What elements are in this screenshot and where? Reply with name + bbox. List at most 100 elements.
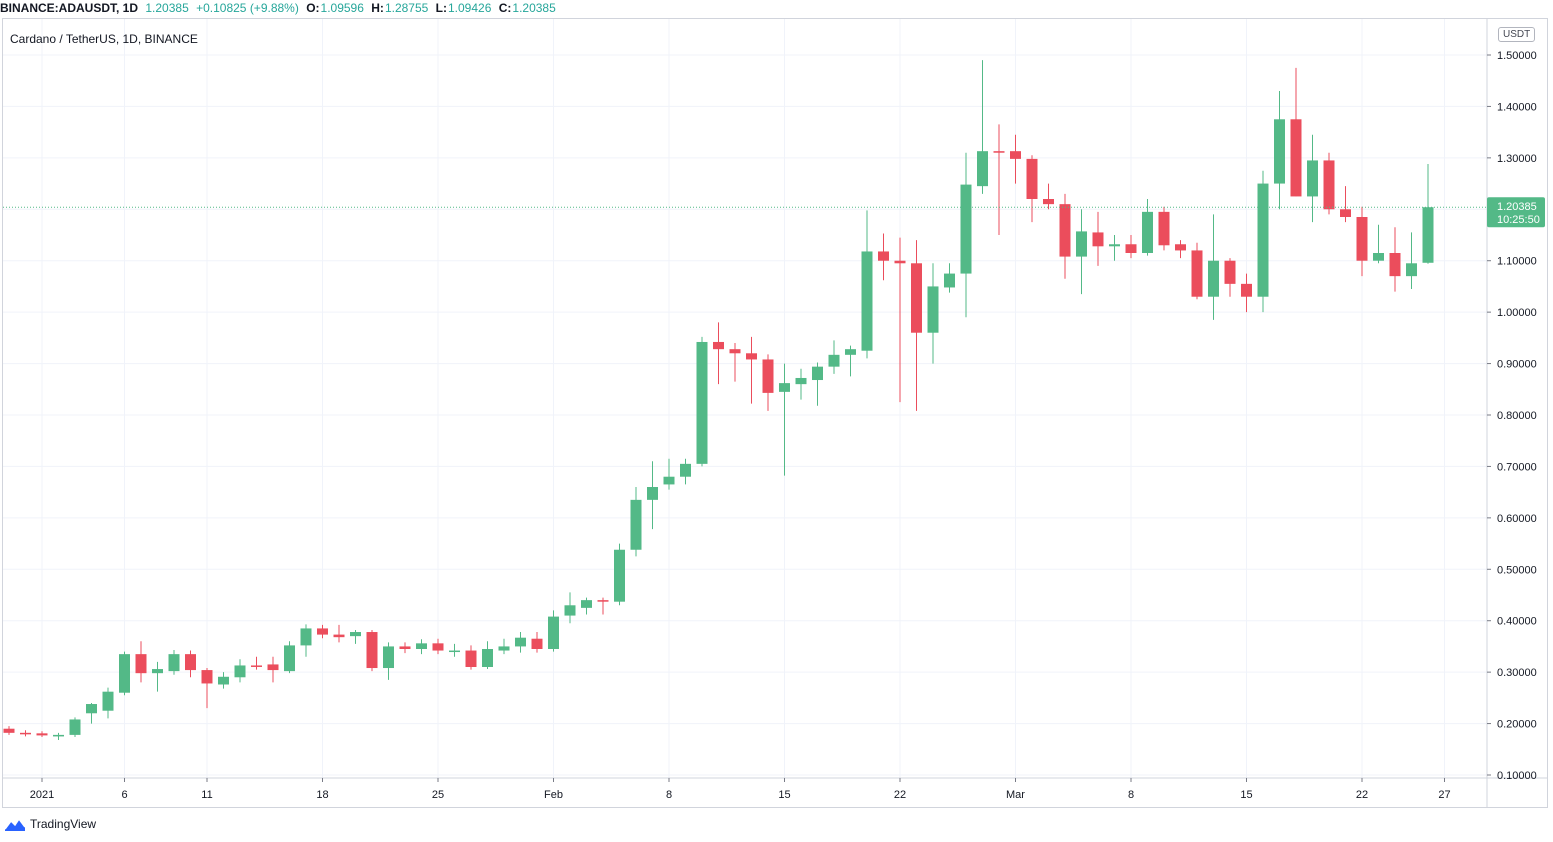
y-tick-label: 1.50000 (1497, 50, 1537, 62)
grid-lines (3, 19, 1487, 778)
candle-up (977, 151, 988, 187)
y-tick-label: 1.10000 (1497, 256, 1537, 268)
candle-up (795, 377, 807, 385)
y-tick-label: 0.30000 (1497, 667, 1537, 679)
candle-up (1257, 183, 1269, 297)
candle-down (993, 151, 1005, 153)
candle-down (333, 634, 345, 638)
candle-up (1109, 244, 1120, 247)
y-tick-label: 0.10000 (1497, 770, 1537, 782)
x-tick-label: 8 (666, 789, 672, 801)
candle-down (1241, 283, 1252, 297)
candle-up (1142, 211, 1153, 253)
candle-up (680, 463, 691, 477)
candle-up (564, 605, 576, 616)
y-tick-label: 0.90000 (1497, 359, 1537, 371)
candle-down (1389, 253, 1401, 277)
last-price-tag (1487, 197, 1545, 228)
low-label: L: (435, 1, 447, 15)
candle-down (878, 251, 889, 261)
candle-up (845, 349, 856, 355)
candle-down (1175, 244, 1186, 251)
candle-up (1373, 253, 1384, 261)
symbol-name: BINANCE:ADAUSDT, 1D (0, 1, 139, 15)
candle-up (168, 654, 180, 672)
x-tick-label: Mar (1006, 789, 1025, 801)
x-tick-label: Feb (544, 789, 563, 801)
open-value: 1.09596 (320, 1, 364, 15)
candle-down (597, 600, 609, 602)
candle-down (746, 353, 757, 360)
candle-down (1092, 232, 1104, 247)
candle-down (1158, 211, 1170, 246)
axes: 1.500001.400001.300001.200001.100001.000… (3, 19, 1548, 808)
y-tick-label: 0.20000 (1497, 719, 1537, 731)
currency-unit-button[interactable]: USDT (1498, 27, 1536, 42)
candle-up (218, 676, 229, 685)
last-price-tag-value: 1.20385 (1497, 201, 1537, 213)
x-tick-label: 18 (316, 789, 328, 801)
candle-up (614, 549, 625, 602)
brand-text: TradingView (30, 817, 97, 831)
y-tick-label: 0.60000 (1497, 513, 1537, 525)
candle-up (944, 273, 955, 288)
chart-frame (2, 18, 1548, 808)
x-tick-label: 22 (894, 789, 906, 801)
candle-down (1026, 158, 1038, 199)
tradingview-branding[interactable]: TradingView (4, 816, 96, 832)
x-tick-label: 11 (201, 789, 212, 801)
candle-up (102, 691, 114, 711)
candle-down (3, 728, 15, 733)
candle-up (927, 286, 939, 333)
candle-up (1208, 260, 1219, 297)
high-value: 1.28755 (384, 1, 429, 15)
symbol-legend: BINANCE:ADAUSDT, 1D 1.20385 +0.10825 (+9… (0, 0, 1553, 18)
candle-down (762, 359, 774, 393)
candle-down (1125, 244, 1137, 253)
x-tick-label: 6 (121, 789, 127, 801)
candle-down (1323, 160, 1335, 210)
candle-up (663, 476, 675, 485)
high-label: H: (371, 1, 384, 15)
candle-up (416, 643, 427, 649)
candle-up (812, 366, 823, 381)
candle-down (1191, 250, 1203, 297)
close-label: C: (498, 1, 512, 15)
candle-up (1406, 263, 1417, 277)
candle-up (1076, 231, 1087, 257)
candle-up (630, 499, 642, 550)
candle-up (1422, 207, 1434, 263)
candle-down (317, 628, 328, 635)
candle-up (581, 600, 592, 608)
candle-up (1307, 160, 1318, 197)
y-tick-label: 1.00000 (1497, 307, 1537, 319)
candle-up (498, 646, 510, 651)
candle-up (449, 650, 460, 653)
candle-up (69, 719, 81, 735)
candle-down (465, 650, 477, 667)
x-tick-label: 8 (1128, 789, 1134, 801)
candle-up (1274, 119, 1285, 184)
candle-down (432, 643, 444, 651)
candle-down (399, 646, 411, 649)
candle-down (36, 733, 48, 736)
candle-up (234, 665, 246, 678)
candle-down (251, 665, 262, 667)
y-tick-label: 0.80000 (1497, 410, 1537, 422)
candle-down (135, 654, 147, 674)
candle-up (350, 632, 361, 637)
x-tick-label: 2021 (30, 789, 54, 801)
candle-down (366, 632, 378, 669)
y-tick-label: 0.70000 (1497, 461, 1537, 473)
candle-up (86, 704, 97, 714)
candle-down (1059, 204, 1071, 257)
y-tick-label: 0.40000 (1497, 616, 1537, 628)
candle-down (713, 341, 724, 350)
last-price: 1.20385 (145, 1, 189, 15)
candle-up (696, 341, 708, 464)
candle-down (1340, 209, 1351, 217)
candle-up (960, 184, 972, 274)
low-value: 1.09426 (448, 1, 492, 15)
candle-down (185, 654, 196, 671)
